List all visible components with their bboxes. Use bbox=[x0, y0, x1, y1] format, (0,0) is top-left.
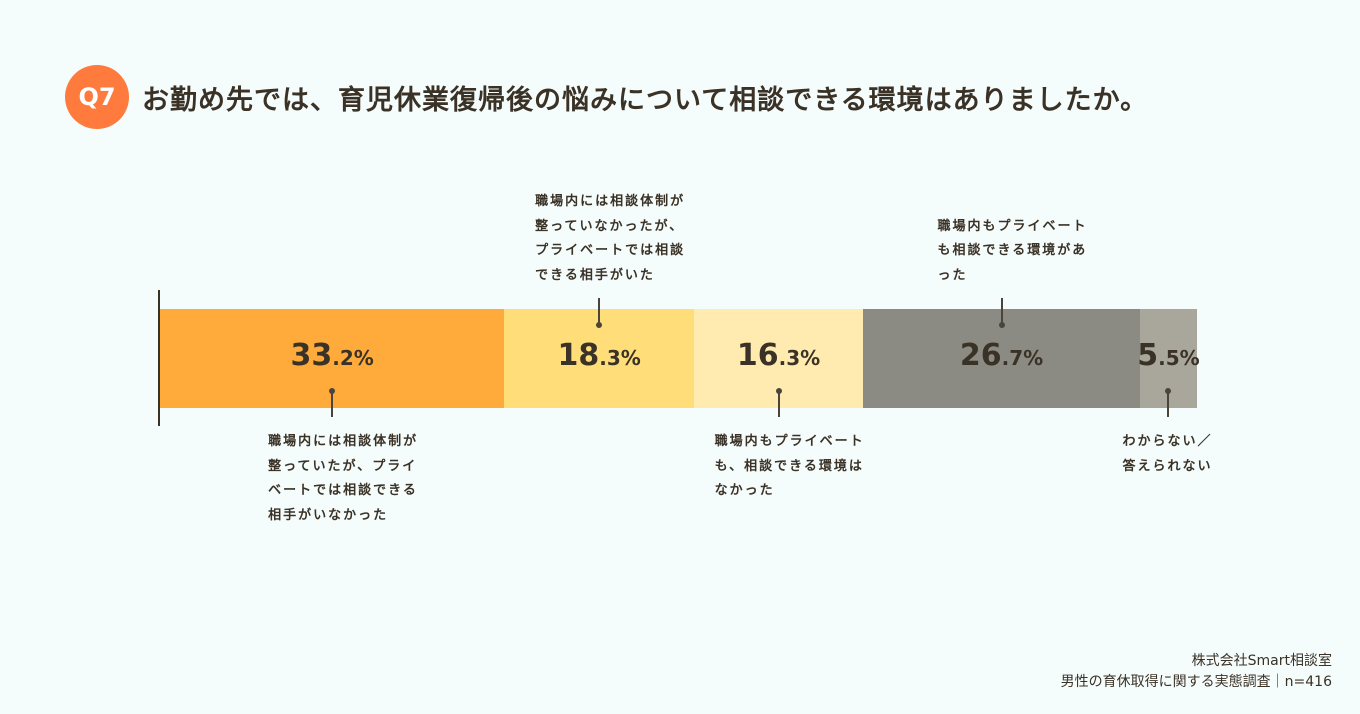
leader-line bbox=[1000, 298, 1003, 325]
question-badge: Q7 bbox=[65, 65, 129, 129]
leader-line bbox=[777, 391, 780, 417]
leader-line bbox=[331, 391, 334, 417]
chart-title: お勤め先では、育児休業復帰後の悩みについて相談できる環境はありましたか。 bbox=[142, 85, 1149, 116]
value-label: 33.2% bbox=[290, 338, 374, 373]
value-label: 5.5% bbox=[1137, 338, 1200, 373]
legend-label: 職場内もプライベートも相談できる環境があった bbox=[937, 218, 1088, 283]
source: 株式会社Smart相談室 bbox=[1191, 653, 1332, 669]
value-label: 18.3% bbox=[557, 338, 641, 373]
leader-dot bbox=[998, 322, 1005, 328]
leader-line bbox=[598, 298, 601, 325]
legend-label: 職場内には相談体制が整っていなかったが、プライベートでは相談できる相手がいた bbox=[535, 194, 686, 283]
leader-line bbox=[1167, 391, 1170, 417]
legend-label: わからない／答えられない bbox=[1122, 434, 1213, 474]
legend-label: 職場内には相談体制が整っていたが、プライベートでは相談できる相手がいなかった bbox=[268, 434, 419, 523]
value-label: 16.3% bbox=[736, 338, 821, 373]
axis-line bbox=[158, 290, 160, 426]
source: 男性の育休取得に関する実態調査｜n=416 bbox=[1060, 674, 1332, 690]
leader-dot bbox=[596, 322, 603, 328]
value-label: 26.7% bbox=[959, 338, 1044, 373]
legend-label: 職場内もプライベートも、相談できる環境はなかった bbox=[714, 434, 865, 498]
